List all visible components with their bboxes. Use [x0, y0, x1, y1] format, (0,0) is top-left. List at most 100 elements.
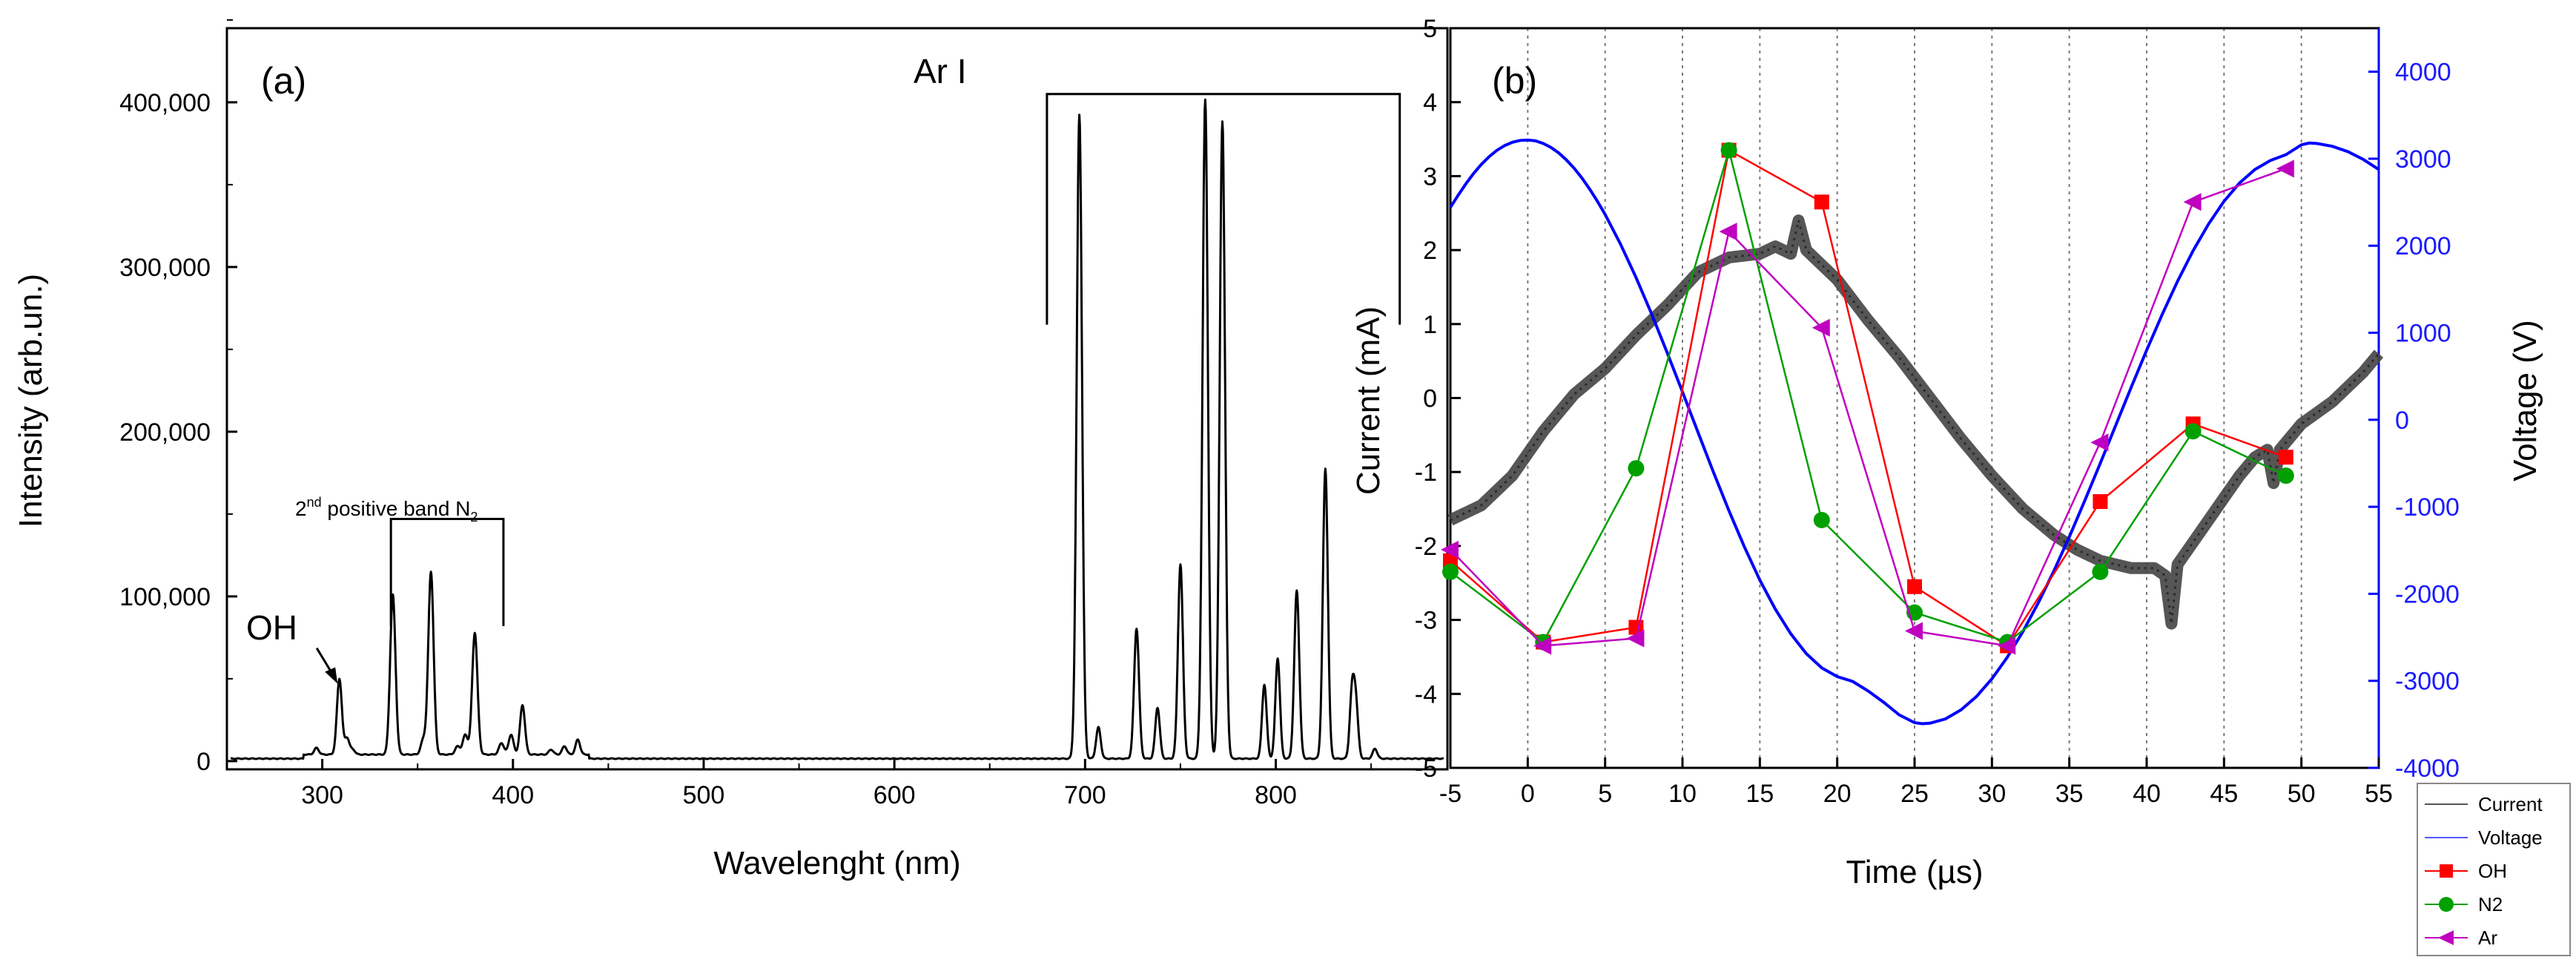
time-gridlines — [1527, 28, 2302, 768]
species-series — [1441, 142, 2294, 655]
n2-band-bracket — [389, 518, 505, 626]
spectrum-x-axis-label: Wavelenght (nm) — [713, 845, 960, 881]
time-x-tick-label: 10 — [1668, 780, 1697, 808]
oh-marker — [2093, 494, 2108, 510]
spectrum-y-tick-label: 300,000 — [119, 254, 211, 282]
legend-item-n2: N2 — [2425, 893, 2503, 915]
ar-marker — [2276, 160, 2294, 178]
legend-item-voltage: Voltage — [2425, 826, 2543, 849]
spectrum-y-ticks: 0 100,000 200,000 300,000 400,000 — [119, 19, 237, 776]
ar-marker — [1998, 637, 2016, 655]
time-x-tick-label: 35 — [2055, 780, 2084, 808]
time-x-tick-label: 30 — [1978, 780, 2006, 808]
voltage-y-tick-label: -1000 — [2395, 493, 2460, 522]
voltage-y-tick-label: 3000 — [2395, 145, 2451, 174]
current-y-axis-label: Current (mA) — [1350, 306, 1387, 495]
current-y-tick-label: -2 — [1415, 533, 1437, 561]
current-y-tick-label: 5 — [1423, 15, 1437, 43]
legend-label: OH — [2478, 860, 2507, 882]
voltage-y-tick-label: 1000 — [2395, 320, 2451, 348]
legend-swatch-marker — [2440, 864, 2453, 878]
oh-marker — [1443, 553, 1458, 568]
spectrum-y-tick-label: 0 — [196, 748, 211, 776]
current-y-tick-label: -4 — [1415, 680, 1437, 709]
current-y-tick-label: -3 — [1415, 607, 1437, 635]
n2-band-subscript: 2 — [470, 510, 478, 525]
legend-label: Current — [2478, 793, 2543, 815]
spectrum-plot-frame — [225, 27, 1449, 771]
ar-marker — [1719, 223, 1737, 241]
ar-marker — [1905, 622, 1923, 640]
voltage-y-axis-label: Voltage (V) — [2507, 320, 2543, 481]
voltage-y-ticks: -4000 -3000 -2000 -1000 0 1000 2000 3000 4000 — [2368, 59, 2460, 783]
n2-marker — [1442, 563, 1459, 580]
voltage-y-tick-label: -3000 — [2395, 668, 2460, 696]
ar-marker — [2183, 193, 2202, 211]
oh-marker — [2278, 450, 2293, 465]
voltage-y-tick-label: 4000 — [2395, 59, 2451, 87]
n2-marker — [1720, 142, 1737, 159]
n2-marker — [2092, 563, 2109, 580]
current-y-tick-label: 0 — [1423, 385, 1437, 413]
discharge-plot-frame — [1449, 27, 2380, 769]
time-x-tick-label: 20 — [1823, 780, 1852, 808]
current-y-tick-label: -1 — [1415, 458, 1437, 487]
n2-marker — [2277, 467, 2294, 484]
legend-swatch-marker — [2438, 930, 2454, 945]
discharge-panel: -5 0 5 10 15 20 25 30 35 40 45 50 55 -5-4-3-2-101234… — [1350, 15, 2571, 956]
ar-marker — [1812, 318, 1830, 337]
time-x-axis-label: Time (µs) — [1846, 854, 1983, 890]
current-y-tick-label: -5 — [1415, 754, 1437, 783]
voltage-y-tick-label: -4000 — [2395, 754, 2460, 783]
n2-band-text: positive band N — [322, 497, 471, 520]
n2-line — [1450, 146, 2287, 644]
legend: Current Voltage OH N2 Ar — [2417, 783, 2571, 956]
voltage-y-tick-label: 0 — [2395, 407, 2409, 435]
time-x-tick-label: 40 — [2133, 780, 2161, 808]
time-x-tick-label: 25 — [1900, 780, 1929, 808]
legend-swatch-marker — [2439, 897, 2454, 912]
legend-label: Ar — [2478, 927, 2497, 949]
n2-marker — [1628, 460, 1645, 477]
current-y-ticks: -5 -4 -3 -2 -1 0 1 2 3 4 5 — [1415, 15, 1461, 783]
oh-line — [1450, 148, 2287, 648]
spectrum-y-tick-label: 200,000 — [119, 418, 211, 447]
legend-item-current: Current — [2425, 793, 2543, 815]
current-trace-core — [1450, 220, 2380, 624]
time-x-tick-label: 45 — [2210, 780, 2238, 808]
oh-marker — [1907, 579, 1922, 594]
n2-band-prefix: 2 — [295, 497, 307, 520]
time-x-ticks: -5 0 5 10 15 20 25 30 35 40 45 50 55 — [1439, 757, 2393, 808]
oh-marker — [1814, 194, 1829, 210]
spectrum-x-tick-label: 800 — [1255, 781, 1297, 809]
voltage-y-tick-label: 2000 — [2395, 232, 2451, 260]
time-x-tick-label: 5 — [1598, 780, 1612, 808]
spectrum-line — [230, 98, 1444, 760]
n2-marker — [1813, 512, 1830, 529]
spectrum-x-tick-label: 500 — [683, 781, 725, 809]
spectrum-x-tick-label: 400 — [492, 781, 534, 809]
n2-marker — [2184, 423, 2202, 440]
n2-band-annotation: 2nd positive band N2 — [295, 495, 478, 525]
time-x-tick-label: 50 — [2288, 780, 2316, 808]
oh-annotation: OH — [246, 608, 297, 647]
legend-label: N2 — [2478, 893, 2503, 915]
n2-band-superscript: nd — [307, 495, 322, 510]
ar-i-bracket — [1046, 93, 1401, 325]
ar-line — [1450, 168, 2287, 647]
legend-item-oh: OH — [2425, 860, 2507, 882]
time-x-tick-label: 55 — [2365, 780, 2393, 808]
spectrum-x-ticks: 300 400 500 600 700 800 — [226, 759, 1373, 809]
spectrum-y-tick-label: 100,000 — [119, 583, 211, 611]
discharge-panel-label: (b) — [1492, 60, 1537, 102]
current-y-tick-label: 2 — [1423, 237, 1437, 265]
spectrum-x-tick-label: 300 — [301, 781, 343, 809]
ar-marker — [1533, 637, 1552, 655]
spectrum-y-tick-label: 400,000 — [119, 89, 211, 117]
spectrum-y-axis-label: Intensity (arb.un.) — [13, 274, 49, 527]
ar-i-annotation: Ar I — [914, 52, 967, 91]
current-y-tick-label: 1 — [1423, 311, 1437, 339]
series-ar — [1441, 160, 2294, 655]
voltage-y-tick-label: -2000 — [2395, 580, 2460, 608]
